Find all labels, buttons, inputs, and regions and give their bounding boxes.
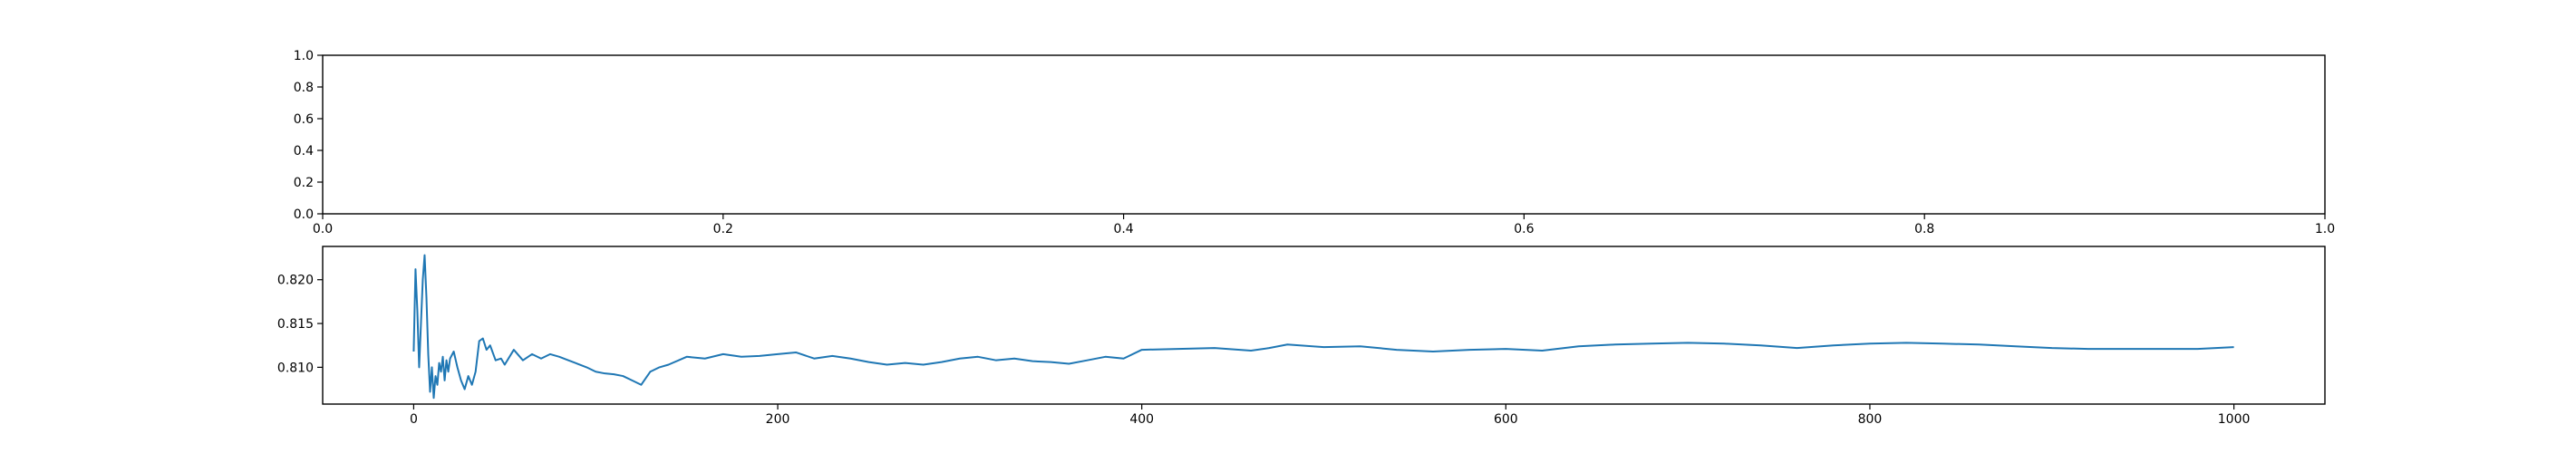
x-tick-label: 1000	[2218, 412, 2251, 427]
bottom-axes: 0 200 400 600 800 1000 0.810 0.815 0.820	[277, 246, 2326, 427]
series-line-0	[412, 254, 2234, 400]
y-tick-label: 1.0	[294, 49, 314, 63]
x-tick-label: 0	[410, 412, 418, 427]
y-tick-label: 0.810	[277, 361, 314, 375]
y-tick-label: 0.2	[294, 176, 314, 190]
x-tick-label: 1.0	[2315, 222, 2335, 236]
y-tick-label: 0.6	[294, 112, 314, 127]
x-tick-label: 0.2	[713, 222, 733, 236]
x-tick-label: 800	[1858, 412, 1883, 427]
y-tick-label: 0.4	[294, 144, 314, 159]
axes-frame	[322, 54, 2326, 215]
top-axes: 0.0 0.2 0.4 0.6 0.8 1.0 0.0 0.2 0.4 0.6 0.8 1.0	[294, 49, 2335, 236]
y-tick-label: 0.8	[294, 81, 314, 95]
x-tick-label: 0.0	[313, 222, 333, 236]
x-tick-label: 0.4	[1113, 222, 1133, 236]
x-tick-label: 0.6	[1514, 222, 1534, 236]
x-tick-label: 200	[766, 412, 790, 427]
y-tick-label: 0.820	[277, 274, 314, 288]
axes-frame	[322, 246, 2326, 405]
y-tick-label: 0.0	[294, 207, 314, 222]
y-tick-label: 0.815	[277, 317, 314, 332]
x-tick-label: 0.8	[1914, 222, 1934, 236]
x-tick-label: 600	[1494, 412, 1518, 427]
x-tick-label: 400	[1129, 412, 1154, 427]
